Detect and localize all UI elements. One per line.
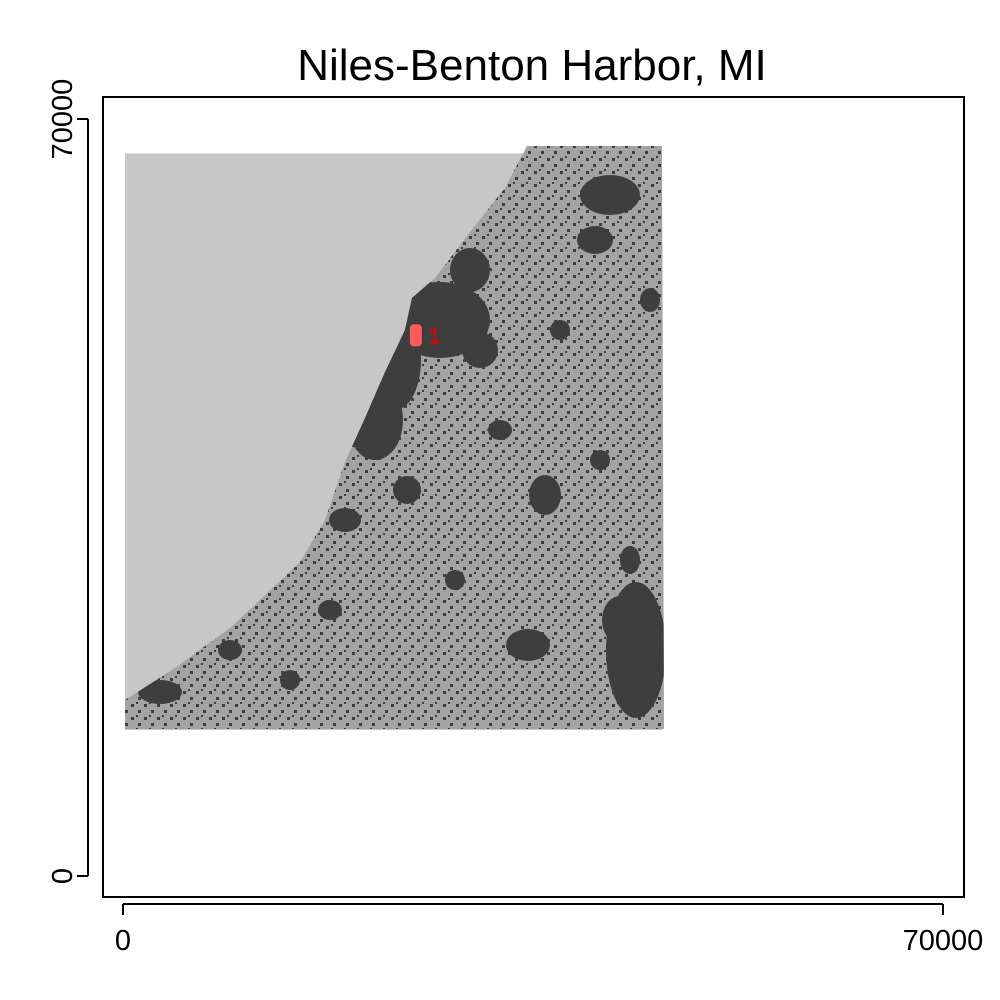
- developed-cluster: [280, 670, 300, 690]
- developed-cluster: [138, 680, 182, 704]
- developed-cluster: [329, 508, 361, 532]
- site-marker-dot: [409, 324, 422, 347]
- site-marker-label: 1: [428, 323, 440, 348]
- x-tick-label: 70000: [903, 925, 984, 957]
- developed-cluster: [602, 596, 638, 644]
- developed-cluster: [590, 450, 610, 470]
- raster-layer: [125, 146, 664, 731]
- developed-cluster: [577, 226, 613, 254]
- x-axis: 0 70000: [115, 903, 984, 957]
- developed-cluster: [488, 420, 512, 440]
- y-axis: 0 70000: [47, 79, 89, 884]
- developed-cluster: [550, 320, 570, 340]
- y-tick-label: 70000: [47, 79, 79, 160]
- developed-cluster: [529, 475, 561, 515]
- x-tick-label: 0: [115, 925, 131, 957]
- developed-cluster: [640, 288, 660, 312]
- developed-cluster: [318, 600, 342, 620]
- developed-cluster: [620, 546, 640, 574]
- developed-cluster: [445, 570, 465, 590]
- developed-cluster: [393, 476, 421, 504]
- map-title: Niles-Benton Harbor, MI: [297, 41, 767, 90]
- developed-cluster: [450, 248, 490, 292]
- developed-cluster: [506, 629, 550, 661]
- developed-cluster: [218, 640, 242, 660]
- developed-cluster: [580, 175, 640, 215]
- developed-cluster: [462, 332, 498, 368]
- site-marker: 1: [409, 323, 440, 348]
- y-tick-label: 0: [47, 868, 79, 884]
- plot-frame: [102, 96, 965, 898]
